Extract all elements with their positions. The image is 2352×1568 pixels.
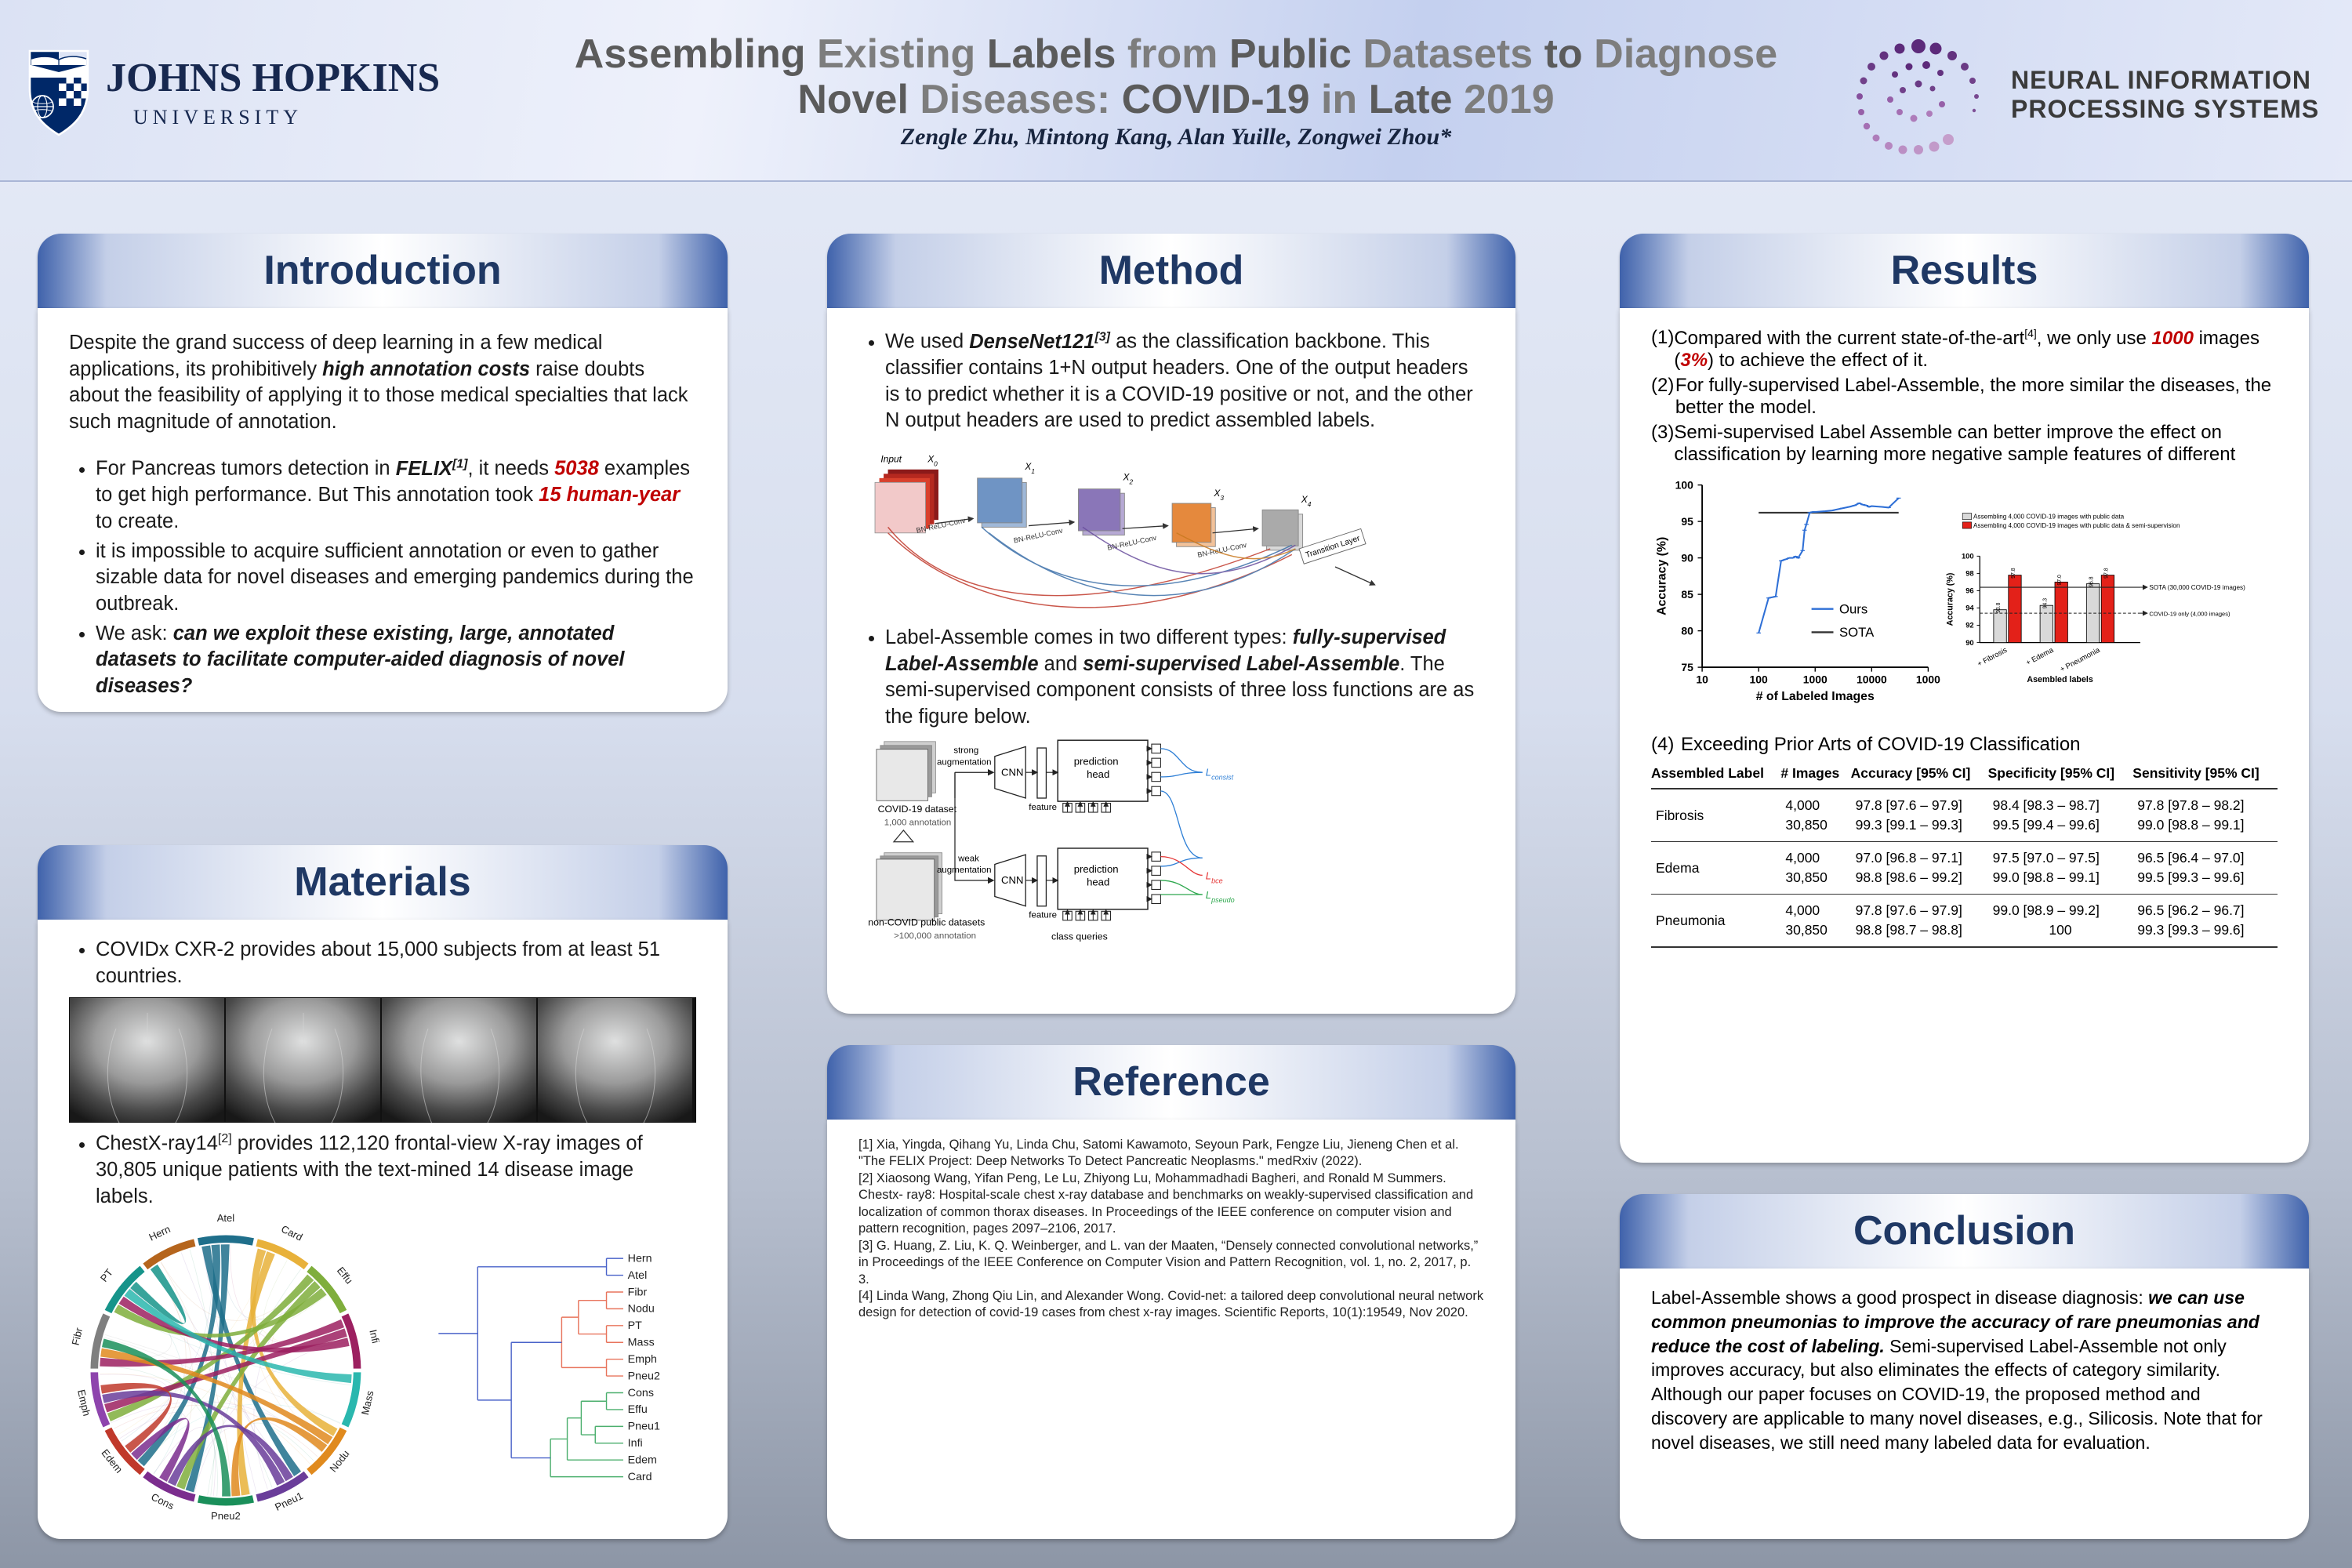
svg-text:Hern: Hern [628,1252,652,1265]
svg-text:X0: X0 [927,454,938,468]
svg-text:Accuracy (%): Accuracy (%) [1946,572,1955,626]
svg-text:+ Fibrosis: + Fibrosis [1976,646,2009,669]
svg-text:96.8: 96.8 [2089,576,2095,587]
svg-text:CNN: CNN [1001,874,1023,886]
svg-text:feature: feature [1029,803,1057,812]
svg-text:94.3: 94.3 [2042,598,2048,609]
svg-text:85: 85 [1681,588,1693,601]
svg-text:BN-ReLU-Conv: BN-ReLU-Conv [1107,534,1158,552]
svg-text:Effu: Effu [628,1403,648,1416]
svg-text:1,000 annotation: 1,000 annotation [884,818,951,827]
svg-text:SOTA: SOTA [1839,625,1875,640]
svg-text:100: 100 [1962,553,1974,561]
svg-text:Mass: Mass [628,1336,655,1348]
svg-text:class queries: class queries [1051,931,1108,942]
svg-text:UNIVERSITY: UNIVERSITY [133,106,303,129]
svg-text:Lpseudo: Lpseudo [1206,889,1235,904]
svg-text:prediction: prediction [1074,755,1119,767]
svg-text:JOHNS HOPKINS: JOHNS HOPKINS [106,56,440,100]
svg-text:1000: 1000 [1803,673,1828,686]
svg-text:NEURAL INFORMATION: NEURAL INFORMATION [2011,66,2311,94]
svg-text:93.8: 93.8 [1996,602,2002,613]
svg-text:head: head [1087,768,1109,780]
svg-text:SOTA (30,000 COVID-19 images): SOTA (30,000 COVID-19 images) [2149,584,2245,591]
svg-text:10: 10 [1696,673,1708,686]
svg-text:# of Labeled Images: # of Labeled Images [1756,690,1875,703]
svg-text:Assembling 4,000 COVID-19 imag: Assembling 4,000 COVID-19 images with pu… [1973,513,2125,520]
svg-text:Atel: Atel [217,1214,235,1224]
svg-text:augmentation: augmentation [937,757,992,767]
svg-text:PT: PT [98,1266,115,1283]
svg-text:Accuracy (%): Accuracy (%) [1656,537,1669,615]
svg-text:Lbce: Lbce [1206,869,1223,884]
svg-text:Cons: Cons [628,1387,654,1399]
svg-text:Fibr: Fibr [70,1326,85,1346]
svg-text:Emph: Emph [75,1388,93,1417]
svg-text:X3: X3 [1213,488,1224,502]
svg-text:+ Edema: + Edema [2024,646,2055,668]
svg-text:Mass: Mass [359,1389,376,1416]
svg-text:PROCESSING SYSTEMS: PROCESSING SYSTEMS [2011,95,2319,123]
svg-text:CNN: CNN [1001,766,1023,778]
svg-text:98: 98 [1965,570,1974,579]
svg-text:75: 75 [1681,661,1693,673]
svg-text:augmentation: augmentation [937,866,992,875]
svg-text:95: 95 [1681,515,1693,528]
svg-text:97.8: 97.8 [2103,568,2109,579]
svg-text:Input: Input [880,454,902,465]
svg-text:Effu: Effu [335,1265,355,1286]
svg-text:10000: 10000 [1857,673,1887,686]
svg-text:90: 90 [1681,551,1693,564]
svg-text:PT: PT [628,1319,643,1332]
svg-text:Pneu2: Pneu2 [628,1370,660,1382]
svg-text:Infi: Infi [628,1437,643,1450]
svg-text:Pneu2: Pneu2 [211,1510,241,1522]
svg-text:90: 90 [1965,639,1974,648]
svg-text:97.0: 97.0 [2057,575,2063,586]
svg-text:X2: X2 [1123,472,1134,486]
svg-text:Ours: Ours [1839,601,1867,616]
svg-text:80: 80 [1681,624,1693,637]
svg-text:>100,000 annotation: >100,000 annotation [894,931,976,941]
svg-text:weak: weak [957,854,979,863]
svg-text:Atel: Atel [628,1269,648,1282]
svg-text:100: 100 [1675,478,1694,491]
svg-text:prediction: prediction [1074,863,1119,875]
svg-text:COVID-19 dataset: COVID-19 dataset [878,804,957,815]
svg-text:97.8: 97.8 [2011,568,2016,579]
svg-text:Asembled labels: Asembled labels [2027,675,2093,684]
svg-text:X4: X4 [1301,494,1312,508]
svg-text:100: 100 [1750,673,1769,686]
svg-text:Fibr: Fibr [628,1286,648,1298]
svg-text:+ Pneumonia: + Pneumonia [2059,646,2102,674]
svg-text:Pneu1: Pneu1 [628,1420,660,1432]
svg-text:Emph: Emph [628,1353,657,1366]
svg-text:Card: Card [628,1471,652,1483]
svg-text:head: head [1087,876,1109,887]
svg-text:feature: feature [1029,910,1057,920]
svg-text:1000: 1000 [1916,673,1940,686]
svg-text:Nodu: Nodu [628,1302,655,1315]
svg-text:non-COVID public datasets: non-COVID public datasets [868,916,985,927]
svg-text:strong: strong [953,746,978,755]
svg-text:Infi: Infi [367,1328,382,1344]
svg-text:Card: Card [279,1223,304,1243]
svg-text:94: 94 [1965,604,1974,613]
svg-text:Edem: Edem [628,1454,657,1466]
svg-text:BN-ReLU-Conv: BN-ReLU-Conv [1013,527,1064,545]
svg-text:Hern: Hern [147,1223,172,1243]
svg-text:96: 96 [1965,587,1974,596]
svg-text:COVID-19 only (4,000 images): COVID-19 only (4,000 images) [2149,610,2230,617]
svg-text:Lconsist: Lconsist [1206,766,1234,781]
svg-text:92: 92 [1965,622,1974,630]
svg-text:X1: X1 [1024,461,1035,475]
svg-text:Assembling 4,000 COVID-19 imag: Assembling 4,000 COVID-19 images with pu… [1973,522,2180,529]
